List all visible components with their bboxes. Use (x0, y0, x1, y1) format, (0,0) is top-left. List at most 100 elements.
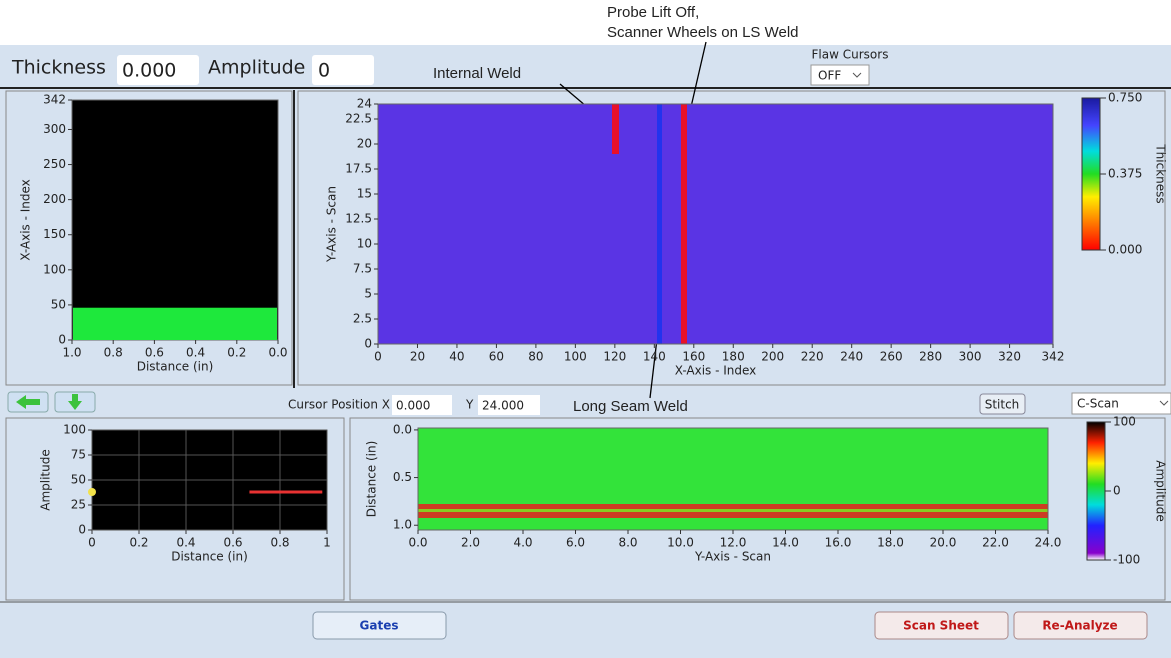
x-tick-label: 240 (840, 350, 863, 364)
y-tick-label: 2.5 (353, 312, 372, 326)
x-tick-label: 80 (528, 350, 543, 364)
x-tick-label: 20 (410, 350, 425, 364)
x-axis-label: Distance (in) (137, 360, 214, 374)
amplitude-field[interactable] (312, 55, 374, 85)
colorbar-tick-label: 0.375 (1108, 167, 1142, 181)
x-tick-label: 1 (323, 536, 331, 550)
cursor-y-field[interactable] (478, 395, 540, 415)
colorbar-tick-label: 0.000 (1108, 243, 1142, 257)
colorbar-tick-label: 0.750 (1108, 91, 1142, 105)
y-tick-label: 0 (78, 523, 86, 537)
signal-point (88, 488, 96, 496)
colorbar-tick-label: -100 (1113, 553, 1140, 567)
annotation: Probe Lift Off, (607, 4, 699, 21)
x-tick-label: 0 (374, 350, 382, 364)
x-tick-label: 22.0 (982, 536, 1009, 550)
y-tick-label: 1.0 (393, 518, 412, 532)
x-tick-label: 0.6 (145, 346, 164, 360)
colorbar (1081, 97, 1101, 251)
x-tick-label: 20.0 (930, 536, 957, 550)
x-tick-label: 0.0 (268, 346, 287, 360)
y-tick-label: 0 (364, 337, 372, 351)
plot-bg (72, 100, 278, 340)
y-tick-label: 200 (43, 192, 66, 206)
x-tick-label: 120 (603, 350, 626, 364)
x-tick-label: 320 (998, 350, 1021, 364)
x-axis-label: Y-Axis - Scan (694, 550, 771, 564)
x-tick-label: 0.4 (176, 536, 195, 550)
y-tick-label: 250 (43, 157, 66, 171)
x-axis-label: X-Axis - Index (675, 364, 757, 378)
y-axis-label: Amplitude (39, 449, 53, 511)
y-tick-label: 50 (71, 473, 86, 487)
x-tick-label: 1.0 (62, 346, 81, 360)
y-tick-label: 75 (71, 448, 86, 462)
cscan-image (378, 104, 1053, 344)
x-axis-label: Distance (in) (171, 550, 248, 564)
x-tick-label: 8.0 (618, 536, 637, 550)
x-tick-label: 260 (880, 350, 903, 364)
x-tick-label: 4.0 (513, 536, 532, 550)
y-tick-label: 300 (43, 122, 66, 136)
flaw-cursors-label: Flaw Cursors (812, 48, 889, 62)
y-tick-label: 25 (71, 498, 86, 512)
y-tick-label: 7.5 (353, 262, 372, 276)
x-tick-label: 280 (919, 350, 942, 364)
y-tick-label: 5 (364, 287, 372, 301)
re-analyze-label: Re-Analyze (1042, 619, 1117, 633)
scan-sheet-label: Scan Sheet (903, 619, 979, 633)
x-tick-label: 10.0 (667, 536, 694, 550)
re-analyze-button[interactable] (1013, 611, 1148, 640)
stitch-button[interactable] (979, 393, 1026, 415)
gates-button[interactable] (312, 611, 447, 640)
x-tick-label: 300 (959, 350, 982, 364)
thickness-field[interactable] (117, 55, 199, 85)
thickness-value: 0.000 (122, 60, 176, 82)
y-tick-label: 24 (357, 97, 372, 111)
y-axis-label: Y-Axis - Scan (325, 186, 339, 263)
y-tick-label: 10 (357, 237, 372, 251)
colorbar-tick-label: 100 (1113, 415, 1136, 429)
y-tick-label: 342 (43, 93, 66, 107)
scan-sheet-button[interactable] (874, 611, 1009, 640)
y-tick-label: 150 (43, 227, 66, 241)
colorbar-label: Thickness (1154, 143, 1168, 203)
x-tick-label: 0.0 (408, 536, 427, 550)
cursor-x-field[interactable] (392, 395, 452, 415)
cursor-y: 24.000 (482, 399, 524, 413)
annotation: Scanner Wheels on LS Weld (607, 24, 799, 41)
cscan-feature (612, 104, 619, 154)
cscan-feature (657, 104, 662, 344)
cursor-x: 0.000 (396, 399, 430, 413)
thickness-label: Thickness (11, 57, 106, 79)
y-axis-label: X-Axis - Index (19, 179, 33, 261)
x-tick-label: 220 (801, 350, 824, 364)
plot-frame (377, 103, 1054, 345)
y-tick-label: 20 (357, 137, 372, 151)
x-tick-label: 14.0 (772, 536, 799, 550)
x-tick-label: 0 (88, 536, 96, 550)
amplitude-value: 0 (318, 60, 330, 82)
x-tick-label: 2.0 (461, 536, 480, 550)
flaw-cursors-select[interactable] (810, 64, 870, 86)
y-tick-label: 12.5 (345, 212, 372, 226)
y-tick-label: 0.5 (393, 470, 412, 484)
x-tick-label: 0.8 (270, 536, 289, 550)
y-axis-label: Distance (in) (365, 441, 379, 518)
fill-level (73, 307, 277, 340)
x-tick-label: 60 (489, 350, 504, 364)
arrow-icon (68, 394, 82, 410)
stitch-label: Stitch (985, 398, 1020, 412)
y-tick-label: 0 (58, 333, 66, 347)
colorbar-label: Amplitude (1154, 460, 1168, 522)
x-tick-label: 24.0 (1035, 536, 1062, 550)
x-tick-label: 12.0 (720, 536, 747, 550)
y-tick-label: 0.0 (393, 422, 412, 436)
view-mode-select[interactable] (1071, 392, 1171, 415)
y-tick-label: 50 (51, 297, 66, 311)
colorbar-tick-label: 0 (1113, 484, 1121, 498)
y-tick-label: 15 (357, 187, 372, 201)
x-tick-label: 160 (682, 350, 705, 364)
flaw-cursors-value: OFF (818, 69, 841, 83)
